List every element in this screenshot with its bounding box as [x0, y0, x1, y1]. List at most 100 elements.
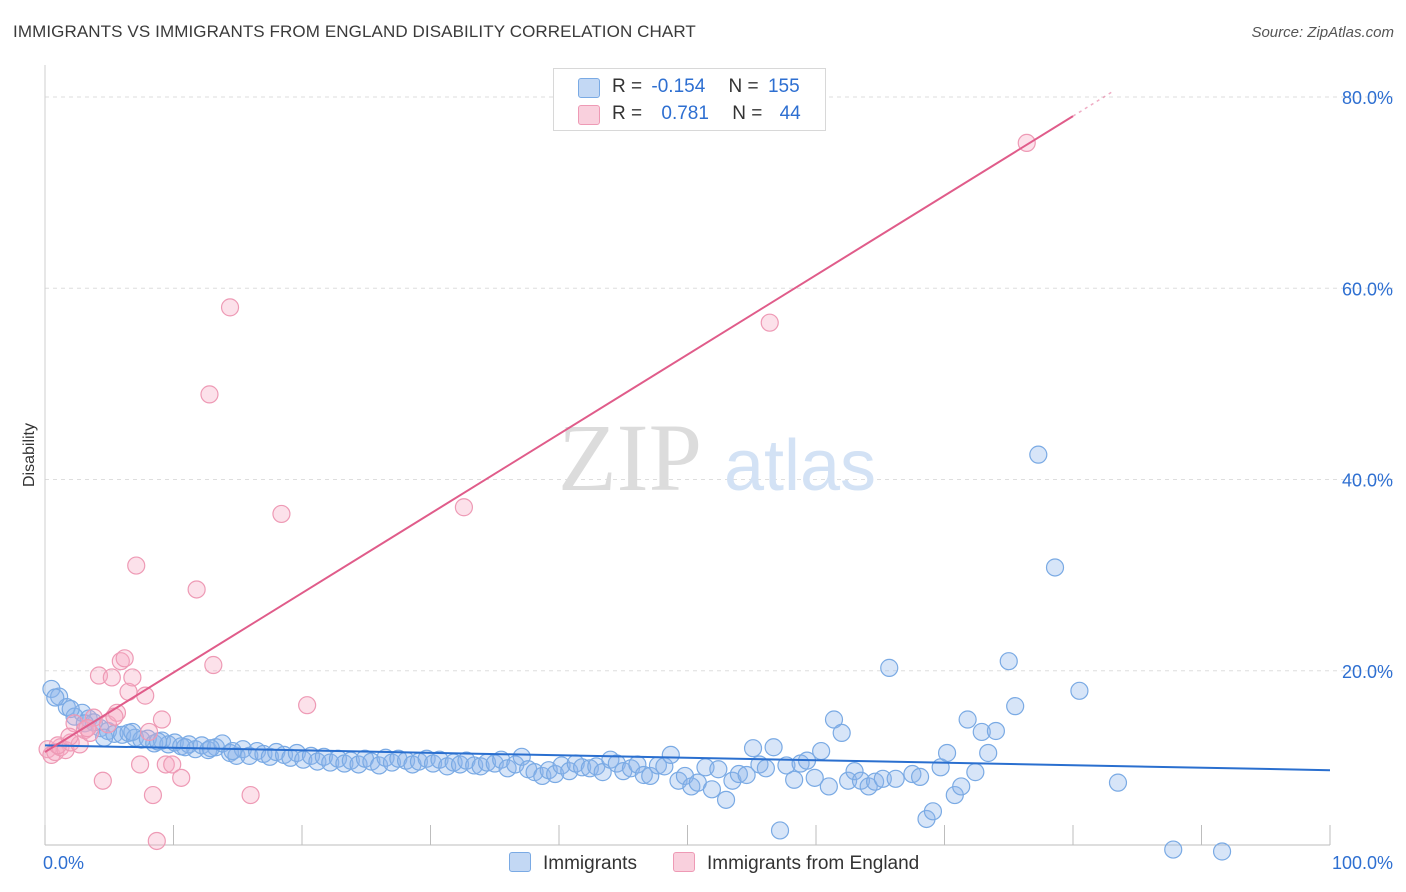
y-tick-label: 40.0%: [1342, 471, 1393, 491]
england-point: [130, 755, 150, 774]
axes: [44, 65, 1331, 846]
immigrants-point: [880, 658, 899, 677]
england-point: [93, 771, 112, 790]
x-tick-label-min: 0.0%: [43, 853, 84, 873]
immigrants-point: [661, 745, 680, 765]
tick-labels: 20.0% 40.0% 60.0% 80.0% 0.0% 100.0%: [43, 88, 1393, 873]
england-trend-line: [44, 115, 1074, 753]
immigrants-point: [1212, 842, 1232, 861]
legend-n-value: 44: [779, 103, 801, 124]
england-point: [147, 831, 166, 851]
immigrants-point: [812, 741, 831, 761]
england-point: [241, 785, 260, 805]
legend-r-label: R =: [612, 103, 643, 124]
england-point: [105, 707, 124, 726]
immigrants-point: [1108, 773, 1128, 792]
bottom-legend-label: Immigrants from England: [707, 853, 920, 874]
immigrants-point: [966, 763, 985, 782]
immigrants-point: [785, 770, 804, 789]
y-tick-label: 20.0%: [1342, 662, 1393, 682]
england-point: [200, 385, 219, 404]
y-tick-label: 60.0%: [1342, 279, 1393, 299]
series-immigrants-from-england: [38, 133, 1036, 851]
legend-r-label: R =: [612, 76, 643, 97]
immigrants-point: [61, 699, 80, 719]
immigrants-point: [764, 738, 783, 757]
immigrants-point: [952, 777, 971, 796]
immigrants-point: [999, 652, 1018, 671]
immigrants-point: [1006, 697, 1025, 716]
bottom-legend-label: Immigrants: [543, 853, 637, 874]
immigrants-point: [886, 769, 905, 788]
bottom-legend-england: Immigrants from England: [673, 852, 919, 875]
england-point: [298, 696, 317, 715]
england-point: [115, 649, 134, 668]
england-point: [123, 668, 142, 687]
legend-swatch-blue: [578, 78, 600, 98]
legend-n-value: 155: [767, 76, 800, 97]
immigrants-point: [287, 743, 306, 763]
immigrants-point: [46, 688, 65, 707]
england-point: [187, 580, 206, 599]
immigrants-point: [979, 743, 998, 763]
england-point: [102, 668, 121, 687]
england-point: [152, 710, 172, 729]
england-point: [172, 768, 191, 787]
immigrants-point: [819, 777, 838, 796]
immigrants-point: [805, 768, 824, 787]
england-point: [139, 722, 159, 742]
england-trend-extension: [1072, 91, 1112, 117]
immigrants-point: [1029, 445, 1048, 464]
england-point: [760, 313, 779, 332]
immigrants-point: [937, 743, 957, 763]
immigrants-point: [824, 710, 844, 729]
series-immigrants: [42, 445, 1232, 861]
immigrants-point: [737, 765, 756, 785]
immigrants-point: [958, 710, 977, 729]
england-point: [156, 755, 175, 774]
bottom-legend-swatch-blue: [509, 852, 531, 872]
bottom-legend-immigrants: Immigrants: [509, 852, 637, 875]
legend-swatch-pink: [578, 105, 600, 125]
england-point: [127, 556, 146, 575]
bottom-legend-swatch-pink: [673, 852, 695, 872]
immigrants-point: [75, 714, 94, 733]
legend-r-value: -0.154: [651, 76, 706, 97]
gridlines: [45, 96, 1395, 672]
trend-lines: [44, 91, 1331, 772]
immigrants-point: [986, 721, 1006, 741]
immigrants-point: [832, 723, 851, 743]
legend-n-label: N =: [732, 103, 763, 124]
immigrants-point: [1164, 840, 1183, 859]
correlation-legend: R = -0.154 N = 155 R = 0.781 N = 44: [553, 68, 826, 131]
watermark-atlas: atlas: [724, 426, 876, 506]
immigrants-point: [743, 739, 763, 758]
immigrants-point: [573, 758, 592, 777]
immigrants-point: [709, 760, 728, 779]
england-point: [163, 755, 182, 774]
legend-r-value: 0.781: [661, 103, 709, 124]
immigrants-point: [845, 762, 864, 781]
immigrants-point: [873, 769, 892, 788]
immigrants-point: [716, 790, 736, 809]
chart-title: IMMIGRANTS VS IMMIGRANTS FROM ENGLAND DI…: [13, 22, 696, 41]
legend-n-label: N =: [728, 76, 759, 97]
england-point: [454, 498, 474, 517]
immigrants-point: [839, 771, 858, 790]
immigrants-trend-line: [44, 744, 1331, 772]
immigrants-point: [213, 734, 232, 753]
immigrants-point: [223, 741, 242, 761]
england-point: [143, 785, 163, 805]
immigrants-point: [756, 759, 775, 778]
immigrants-point: [923, 802, 943, 821]
england-point: [220, 298, 240, 317]
immigrants-point: [123, 722, 142, 742]
immigrants-point: [729, 764, 749, 784]
immigrants-point: [910, 767, 930, 786]
immigrants-point: [770, 821, 790, 840]
immigrants-point: [42, 679, 61, 699]
immigrants-point: [1045, 558, 1065, 577]
immigrants-point: [972, 722, 991, 742]
immigrants-point: [634, 765, 653, 785]
source-label: Source: ZipAtlas.com: [1251, 24, 1394, 41]
